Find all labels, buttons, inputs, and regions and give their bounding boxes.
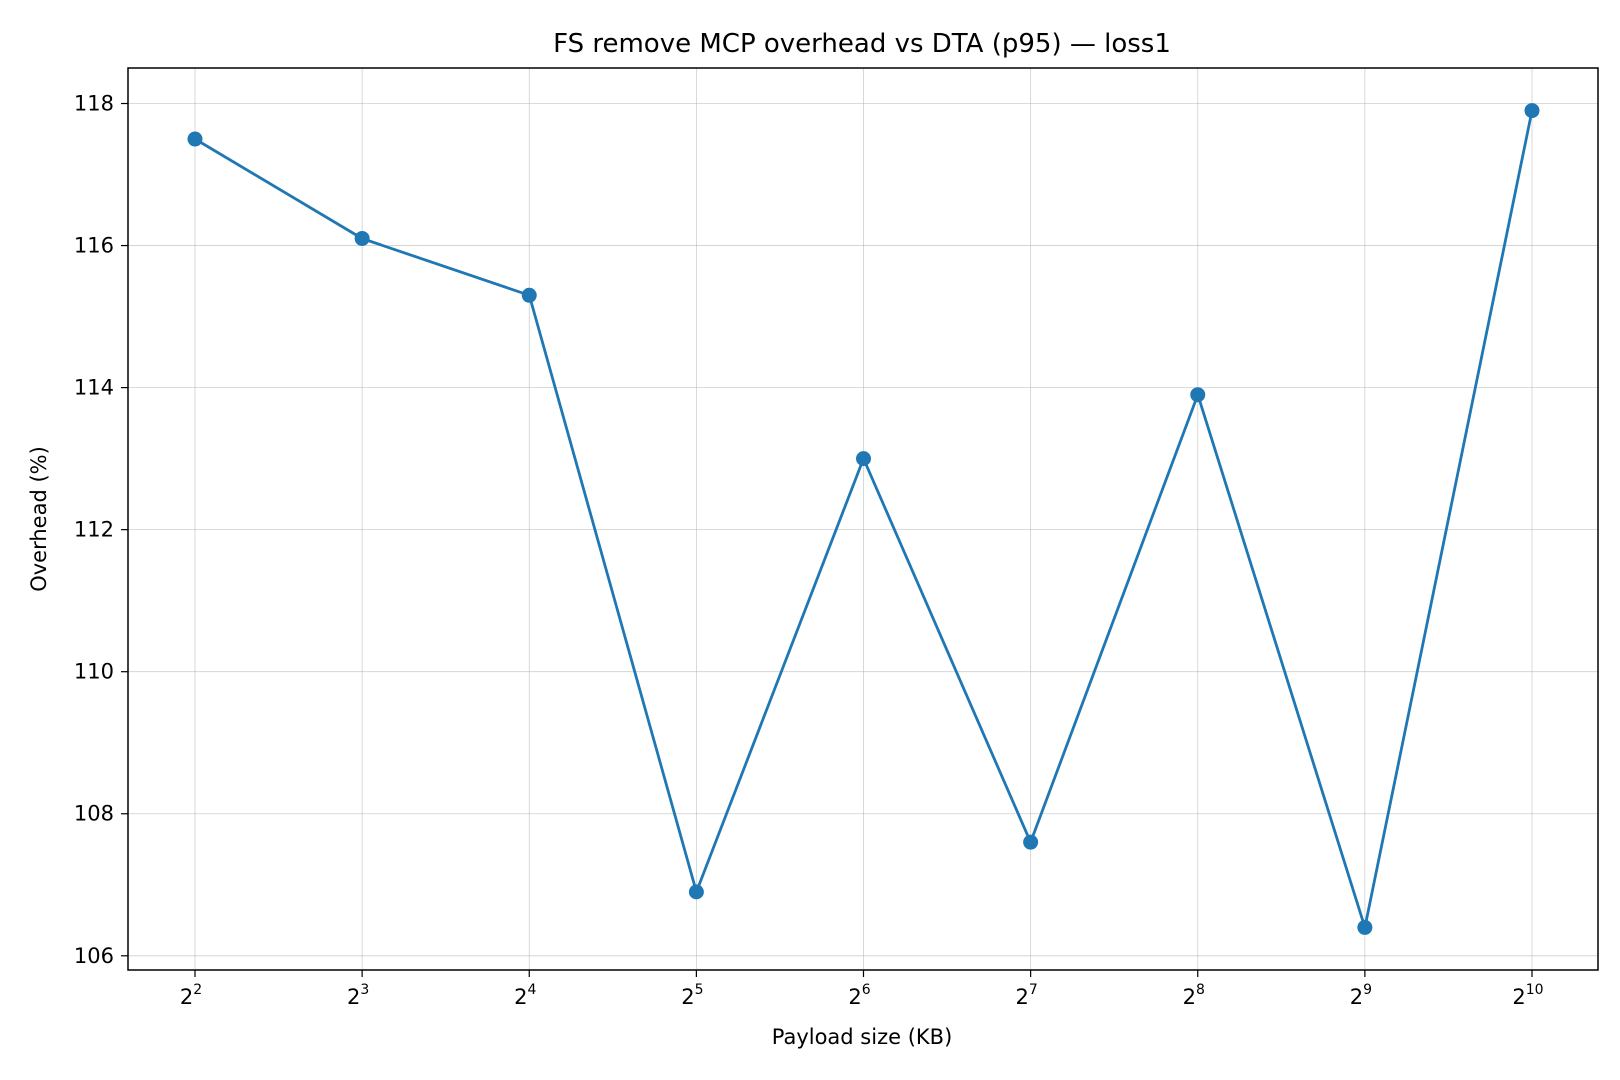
x-tick-label: 26 <box>848 982 870 1009</box>
data-point <box>1524 103 1540 119</box>
y-axis-label: Overhead (%) <box>27 446 51 592</box>
x-tick-label: 28 <box>1183 982 1205 1009</box>
y-tick-label: 106 <box>74 944 114 968</box>
series-layer <box>187 103 1540 935</box>
grid-lines <box>128 68 1598 970</box>
data-point <box>521 287 537 303</box>
y-tick-label: 112 <box>74 518 114 542</box>
x-tick-label: 25 <box>681 982 703 1009</box>
data-point <box>354 230 370 246</box>
y-tick-label: 110 <box>74 660 114 684</box>
plot-area-frame <box>127 67 1599 971</box>
y-tick-label: 114 <box>74 376 114 400</box>
chart-title: FS remove MCP overhead vs DTA (p95) — lo… <box>553 29 1171 59</box>
x-tick-label: 27 <box>1015 982 1037 1009</box>
x-axis-label: Payload size (KB) <box>772 1025 953 1049</box>
data-point <box>1190 387 1206 403</box>
data-point <box>1357 919 1373 935</box>
data-point <box>187 131 203 147</box>
x-tick-label: 24 <box>514 982 536 1009</box>
y-tick-label: 108 <box>74 802 114 826</box>
x-tick-label: 29 <box>1350 982 1372 1009</box>
data-point <box>856 451 871 467</box>
data-point <box>1023 834 1039 850</box>
x-tick-label: 210 <box>1512 982 1543 1009</box>
y-tick-label: 116 <box>74 234 114 258</box>
x-tick-label: 23 <box>347 982 369 1009</box>
data-point <box>688 884 704 900</box>
axis-ticks: 22 23 24 25 26 27 28 29 210 106 108 110 112 114 116 118 <box>74 92 1544 1009</box>
x-tick-label: 22 <box>180 982 202 1009</box>
y-tick-label: 118 <box>74 92 114 116</box>
